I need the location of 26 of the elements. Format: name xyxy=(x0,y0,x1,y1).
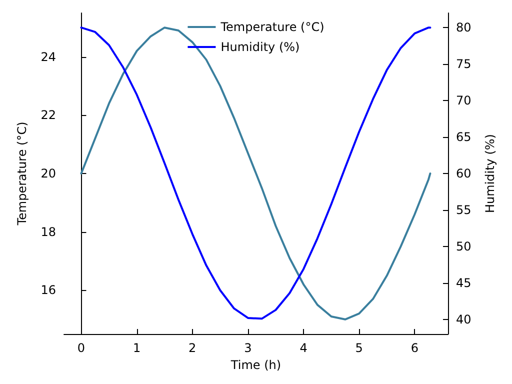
x-tick-label: 2 xyxy=(188,341,196,355)
y2-tick-label: 60 xyxy=(456,166,472,180)
y-tick-label: 16 xyxy=(40,283,56,298)
y2-tick-label: 55 xyxy=(456,202,472,217)
x-tick-label: 1 xyxy=(132,341,141,355)
legend-label: Humidity (%) xyxy=(220,40,300,54)
y2-tick-label: 65 xyxy=(456,130,472,144)
y2-tick-label: 45 xyxy=(456,276,472,290)
y2-axis-title: Humidity (%) xyxy=(483,134,497,213)
y2-tick-label: 75 xyxy=(456,57,472,72)
y2-tick-label: 40 xyxy=(456,312,472,326)
y-tick-label: 20 xyxy=(40,166,56,180)
x-tick-label: 0 xyxy=(77,341,86,355)
y-tick-label: 18 xyxy=(40,224,56,239)
y2-tick-label: 80 xyxy=(456,20,472,35)
y-axis-title: Temperature (°C) xyxy=(15,122,29,226)
x-tick-label: 3 xyxy=(244,341,252,355)
x-axis-title: Time (h) xyxy=(230,358,282,372)
x-tick-label: 5 xyxy=(355,341,363,355)
y-tick-label: 22 xyxy=(40,108,56,122)
legend-label: Temperature (°C) xyxy=(220,20,324,34)
y2-tick-label: 70 xyxy=(456,94,472,108)
x-tick-label: 6 xyxy=(410,341,418,355)
x-tick-label: 4 xyxy=(300,341,308,355)
y2-tick-label: 50 xyxy=(456,239,472,254)
y-tick-label: 24 xyxy=(40,50,56,64)
